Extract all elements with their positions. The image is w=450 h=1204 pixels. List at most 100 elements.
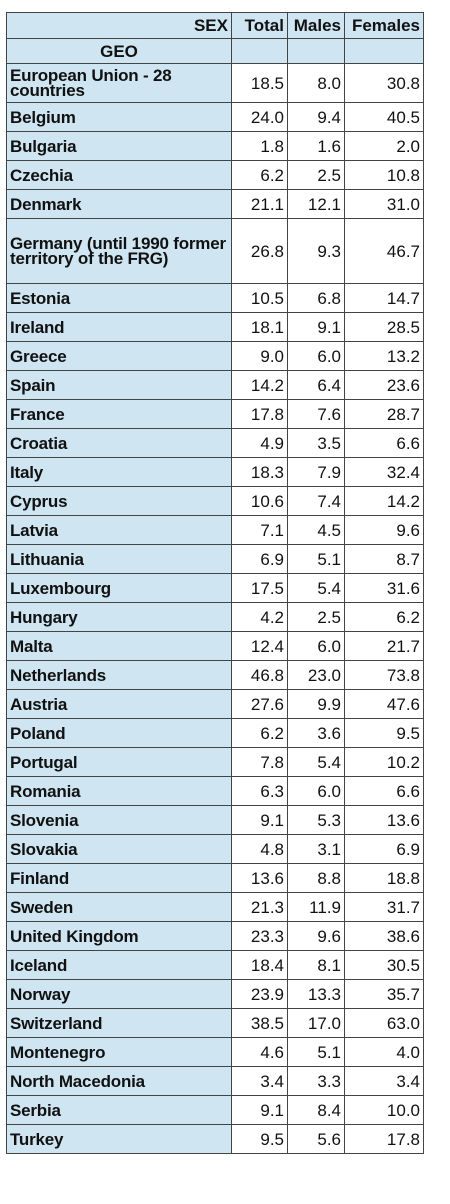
total-cell: 9.1 (231, 805, 288, 835)
geo-cell: Norway (6, 979, 232, 1009)
table-row: Czechia 6.2 2.5 10.8 (6, 160, 424, 190)
geo-cell: Serbia (6, 1095, 232, 1125)
females-cell: 40.5 (344, 102, 424, 132)
males-cell: 6.0 (287, 776, 345, 806)
table-row: Greece 9.0 6.0 13.2 (6, 341, 424, 371)
males-cell: 5.6 (287, 1124, 345, 1154)
col-header-males: Males (287, 12, 345, 39)
total-cell: 26.8 (231, 218, 288, 284)
males-cell: 7.9 (287, 457, 345, 487)
total-cell: 1.8 (231, 131, 288, 161)
total-cell: 9.1 (231, 1095, 288, 1125)
geo-cell: Cyprus (6, 486, 232, 516)
total-cell: 4.6 (231, 1037, 288, 1067)
females-cell: 21.7 (344, 631, 424, 661)
females-cell: 14.2 (344, 486, 424, 516)
geo-cell: Estonia (6, 283, 232, 313)
males-cell: 7.6 (287, 399, 345, 429)
females-cell: 9.5 (344, 718, 424, 748)
total-cell: 4.9 (231, 428, 288, 458)
males-cell: 2.5 (287, 160, 345, 190)
geo-cell: Sweden (6, 892, 232, 922)
sex-header: SEX (6, 12, 232, 39)
geo-cell: Iceland (6, 950, 232, 980)
total-cell: 17.8 (231, 399, 288, 429)
table-row: Austria 27.6 9.9 47.6 (6, 689, 424, 719)
females-cell: 14.7 (344, 283, 424, 313)
females-cell: 3.4 (344, 1066, 424, 1096)
geo-cell: Turkey (6, 1124, 232, 1154)
males-cell: 7.4 (287, 486, 345, 516)
males-cell: 6.4 (287, 370, 345, 400)
females-cell: 6.9 (344, 834, 424, 864)
males-cell: 9.9 (287, 689, 345, 719)
table-row: Finland 13.6 8.8 18.8 (6, 863, 424, 893)
males-cell: 8.4 (287, 1095, 345, 1125)
table-row: Serbia 9.1 8.4 10.0 (6, 1095, 424, 1125)
males-cell: 11.9 (287, 892, 345, 922)
total-cell: 9.0 (231, 341, 288, 371)
table-row: Spain 14.2 6.4 23.6 (6, 370, 424, 400)
geo-cell: Croatia (6, 428, 232, 458)
table-row: Belgium 24.0 9.4 40.5 (6, 102, 424, 132)
females-cell: 46.7 (344, 218, 424, 284)
females-cell: 13.2 (344, 341, 424, 371)
table-row: Italy 18.3 7.9 32.4 (6, 457, 424, 487)
geo-cell: Lithuania (6, 544, 232, 574)
females-cell: 4.0 (344, 1037, 424, 1067)
females-cell: 9.6 (344, 515, 424, 545)
table-row: Luxembourg 17.5 5.4 31.6 (6, 573, 424, 603)
table-row: Denmark 21.1 12.1 31.0 (6, 189, 424, 219)
total-cell: 21.1 (231, 189, 288, 219)
geo-cell: Switzerland (6, 1008, 232, 1038)
males-cell: 3.5 (287, 428, 345, 458)
total-cell: 7.8 (231, 747, 288, 777)
total-cell: 23.9 (231, 979, 288, 1009)
geo-cell: Czechia (6, 160, 232, 190)
table-row: Latvia 7.1 4.5 9.6 (6, 515, 424, 545)
table-row: Croatia 4.9 3.5 6.6 (6, 428, 424, 458)
males-cell: 4.5 (287, 515, 345, 545)
table-row: Ireland 18.1 9.1 28.5 (6, 312, 424, 342)
table-row: Iceland 18.4 8.1 30.5 (6, 950, 424, 980)
geo-cell: Belgium (6, 102, 232, 132)
total-cell: 17.5 (231, 573, 288, 603)
total-cell: 14.2 (231, 370, 288, 400)
total-cell: 9.5 (231, 1124, 288, 1154)
geo-cell: Poland (6, 718, 232, 748)
col-header-females: Females (344, 12, 424, 39)
table-row: Switzerland 38.5 17.0 63.0 (6, 1008, 424, 1038)
females-cell: 6.2 (344, 602, 424, 632)
table-row: Romania 6.3 6.0 6.6 (6, 776, 424, 806)
table-row: United Kingdom 23.3 9.6 38.6 (6, 921, 424, 951)
females-cell: 63.0 (344, 1008, 424, 1038)
table-row: Germany (until 1990 former territory of … (6, 218, 424, 284)
total-cell: 18.1 (231, 312, 288, 342)
total-cell: 7.1 (231, 515, 288, 545)
total-cell: 27.6 (231, 689, 288, 719)
geo-cell: Finland (6, 863, 232, 893)
males-cell: 17.0 (287, 1008, 345, 1038)
blank-header-cell (287, 38, 345, 64)
data-table-container: SEX Total Males Females GEO European Uni… (6, 12, 424, 1154)
males-cell: 9.3 (287, 218, 345, 284)
females-cell: 17.8 (344, 1124, 424, 1154)
males-cell: 1.6 (287, 131, 345, 161)
table-row: Bulgaria 1.8 1.6 2.0 (6, 131, 424, 161)
females-cell: 31.0 (344, 189, 424, 219)
males-cell: 5.1 (287, 1037, 345, 1067)
females-cell: 32.4 (344, 457, 424, 487)
geo-cell: Romania (6, 776, 232, 806)
females-cell: 28.7 (344, 399, 424, 429)
table-row: Malta 12.4 6.0 21.7 (6, 631, 424, 661)
males-cell: 8.8 (287, 863, 345, 893)
table-row: Poland 6.2 3.6 9.5 (6, 718, 424, 748)
males-cell: 5.4 (287, 573, 345, 603)
table-row: North Macedonia 3.4 3.3 3.4 (6, 1066, 424, 1096)
geo-cell: Malta (6, 631, 232, 661)
table-row: Norway 23.9 13.3 35.7 (6, 979, 424, 1009)
geo-cell: Latvia (6, 515, 232, 545)
geo-cell: Montenegro (6, 1037, 232, 1067)
total-cell: 18.5 (231, 63, 288, 103)
total-cell: 6.3 (231, 776, 288, 806)
